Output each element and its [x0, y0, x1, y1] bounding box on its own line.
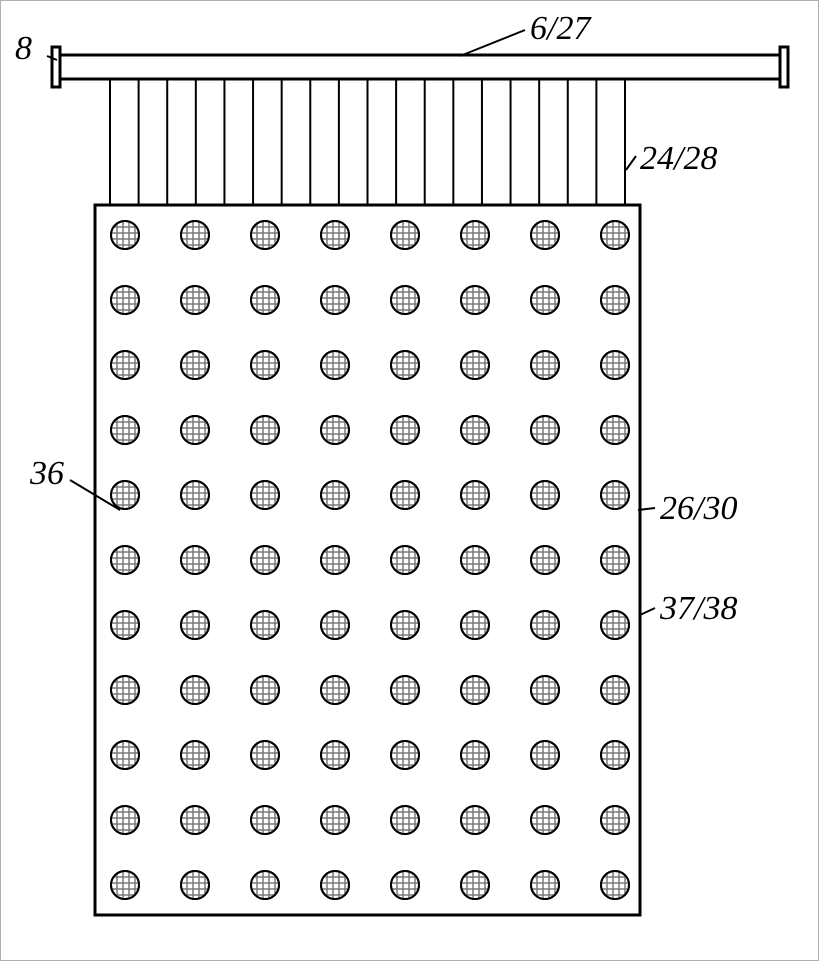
grid-symbol: [599, 219, 631, 251]
grid-symbol: [319, 219, 351, 251]
grid-symbol: [319, 544, 351, 576]
grid-symbol: [529, 544, 561, 576]
grid-symbol: [389, 739, 421, 771]
grid-symbol: [179, 869, 211, 901]
label-8: 8: [15, 30, 32, 68]
grid-symbol: [249, 479, 281, 511]
grid-symbol: [529, 609, 561, 641]
grid-symbol: [249, 544, 281, 576]
grid-symbol: [249, 349, 281, 381]
grid-symbol: [389, 479, 421, 511]
grid-symbol: [459, 674, 491, 706]
label-37-38: 37/38: [660, 590, 737, 628]
grid-symbol: [109, 414, 141, 446]
grid-symbol: [319, 869, 351, 901]
label-24-28: 24/28: [640, 140, 717, 178]
grid-symbol: [249, 739, 281, 771]
grid-symbol: [459, 804, 491, 836]
grid-symbol: [179, 804, 211, 836]
grid-symbol: [529, 804, 561, 836]
grid-symbol: [179, 544, 211, 576]
grid-symbol: [389, 414, 421, 446]
grid-symbol: [249, 284, 281, 316]
grid-symbol: [179, 414, 211, 446]
grid-symbol: [389, 284, 421, 316]
grid-symbol: [249, 219, 281, 251]
grid-symbol: [389, 609, 421, 641]
grid-symbol: [459, 479, 491, 511]
grid-symbol: [109, 869, 141, 901]
grid-symbol: [459, 544, 491, 576]
grid-symbol: [529, 674, 561, 706]
grid-symbol: [249, 804, 281, 836]
grid-symbol: [319, 349, 351, 381]
grid-symbol: [529, 219, 561, 251]
grid-symbol: [249, 674, 281, 706]
grid-symbol: [529, 349, 561, 381]
grid-symbol: [249, 414, 281, 446]
grid-symbol: [109, 284, 141, 316]
grid-symbol: [319, 414, 351, 446]
grid-symbol: [179, 739, 211, 771]
grid-symbol: [249, 869, 281, 901]
grid-symbol: [529, 869, 561, 901]
grid-symbol: [319, 479, 351, 511]
grid-symbol: [319, 739, 351, 771]
grid-symbol: [529, 284, 561, 316]
grid-symbol: [319, 609, 351, 641]
grid-symbol: [389, 674, 421, 706]
grid-symbol: [529, 414, 561, 446]
grid-symbol: [249, 609, 281, 641]
grid-symbol: [459, 739, 491, 771]
grid-symbol: [319, 674, 351, 706]
label-26-30: 26/30: [660, 490, 737, 528]
grid-symbol: [599, 804, 631, 836]
grid-symbol: [179, 479, 211, 511]
grid-symbol: [599, 674, 631, 706]
label-36: 36: [30, 455, 64, 493]
grid-symbol: [389, 869, 421, 901]
grid-symbol: [109, 739, 141, 771]
grid-symbol: [109, 349, 141, 381]
grid-symbol: [599, 739, 631, 771]
grid-symbol: [599, 414, 631, 446]
grid-symbol: [179, 219, 211, 251]
grid-symbol: [179, 349, 211, 381]
grid-symbol: [459, 349, 491, 381]
grid-symbol: [599, 349, 631, 381]
grid-symbol: [529, 739, 561, 771]
grid-symbol: [389, 804, 421, 836]
grid-symbol: [109, 609, 141, 641]
grid-symbol: [109, 479, 141, 511]
grid-symbol: [109, 544, 141, 576]
grid-symbol: [459, 869, 491, 901]
grid-symbol: [459, 609, 491, 641]
grid-symbol: [389, 349, 421, 381]
grid-symbol: [599, 479, 631, 511]
grid-symbol: [109, 804, 141, 836]
grid-symbol: [599, 284, 631, 316]
grid-symbol: [599, 609, 631, 641]
grid-symbol: [389, 219, 421, 251]
grid-symbol: [599, 869, 631, 901]
grid-symbol: [319, 284, 351, 316]
grid-symbol: [459, 219, 491, 251]
grid-symbol: [529, 479, 561, 511]
grid-symbol: [179, 284, 211, 316]
grid-symbol: [179, 609, 211, 641]
grid-symbol: [459, 414, 491, 446]
grid-symbol: [109, 219, 141, 251]
grid-symbol: [599, 544, 631, 576]
label-6-27: 6/27: [530, 10, 590, 48]
grid-symbol: [459, 284, 491, 316]
grid-symbol: [319, 804, 351, 836]
diagram-canvas: 8 6/27 24/28 36 26/30 37/38: [0, 0, 819, 961]
grid-symbol: [389, 544, 421, 576]
grid-symbol: [179, 674, 211, 706]
grid-symbol: [109, 674, 141, 706]
